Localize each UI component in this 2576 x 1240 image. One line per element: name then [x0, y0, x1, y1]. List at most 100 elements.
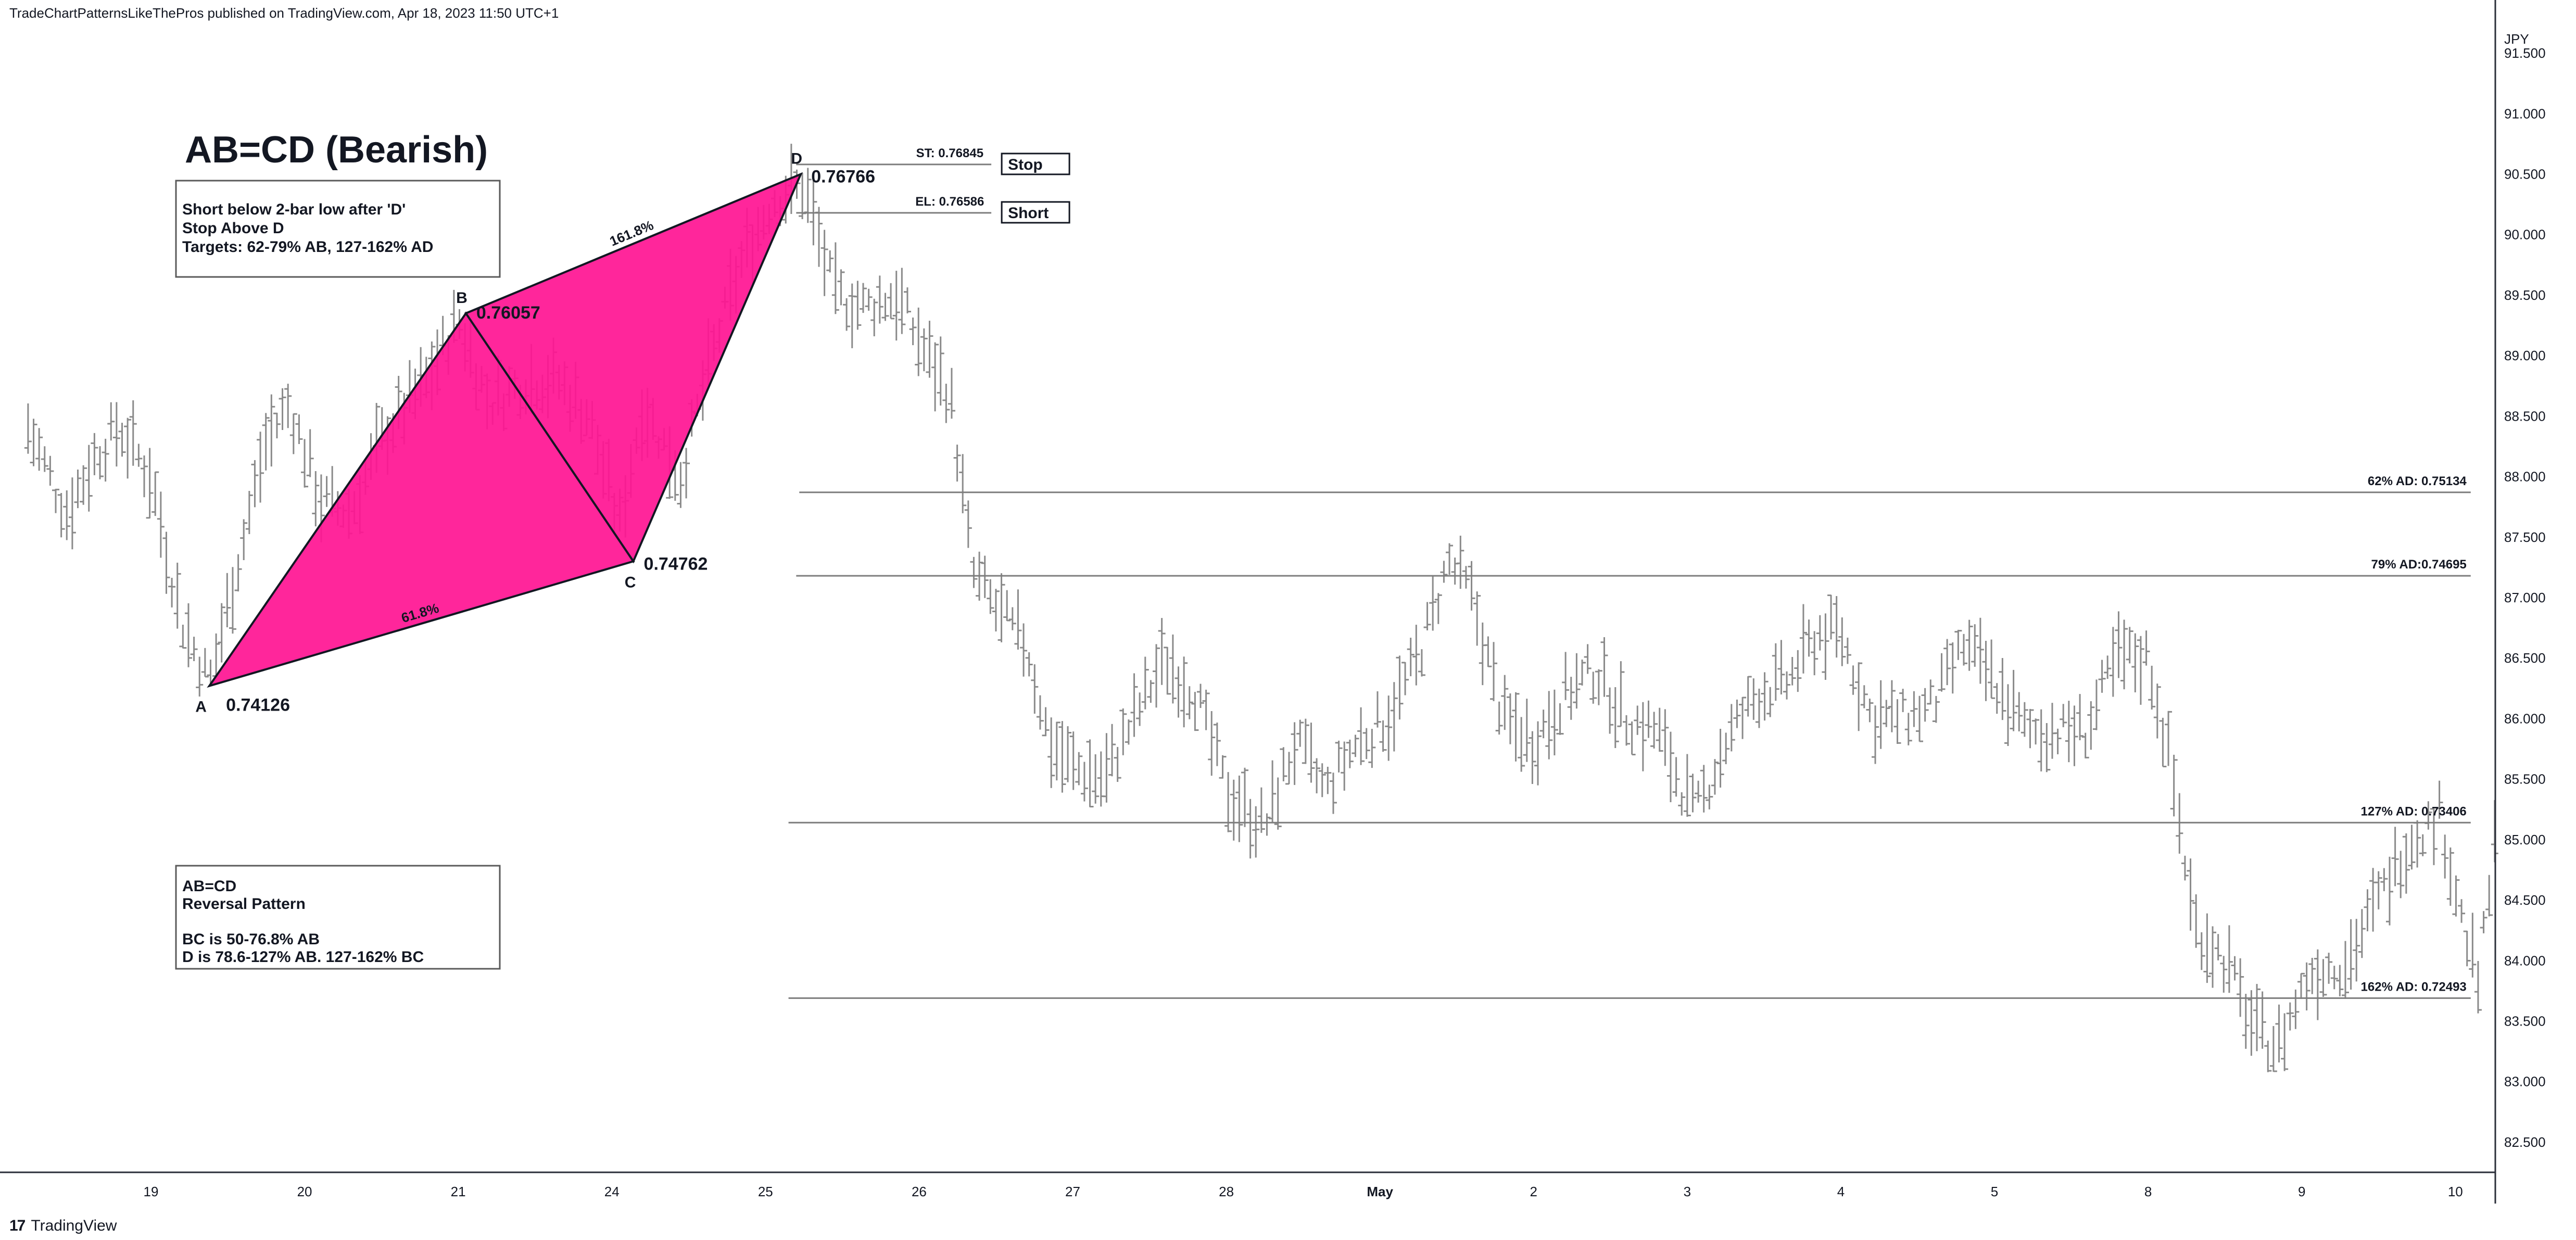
price-bar — [2043, 723, 2051, 773]
price-bar — [1042, 707, 1050, 737]
y-tick-label: 85.000 — [2504, 832, 2546, 847]
price-bar — [306, 429, 314, 477]
price-bar — [2330, 966, 2338, 990]
note-pattern-line: Reversal Pattern — [182, 895, 306, 913]
y-tick-label: 86.500 — [2504, 650, 2546, 666]
price-bar — [273, 412, 281, 439]
price-bar — [2391, 827, 2399, 887]
price-bar — [157, 491, 165, 558]
price-bar — [1285, 752, 1293, 785]
level-tag: Short — [1008, 205, 1049, 222]
publish-info: TradeChartPatternsLikeThePros published … — [9, 5, 559, 21]
x-tick-label: 21 — [451, 1184, 466, 1199]
price-bar — [268, 394, 275, 467]
price-bar — [1877, 680, 1885, 749]
price-bar — [1164, 647, 1171, 695]
price-bar — [2220, 956, 2228, 993]
price-bar — [1241, 767, 1248, 827]
price-bar — [1385, 695, 1393, 761]
note-trade-line: Short below 2-bar low after 'D' — [182, 201, 406, 218]
price-bar — [1910, 691, 1918, 727]
price-bar — [1457, 535, 1464, 589]
price-bar — [1185, 686, 1193, 719]
price-bar — [2092, 679, 2100, 730]
price-bar — [1811, 631, 1819, 676]
price-bar — [1866, 698, 1874, 723]
price-bar — [2397, 851, 2405, 899]
price-bar — [837, 269, 845, 306]
x-tick-label: 28 — [1219, 1184, 1234, 1199]
price-bar — [2364, 889, 2371, 932]
price-bar — [1169, 634, 1177, 704]
price-bar — [2037, 709, 2045, 771]
price-bar — [2109, 627, 2117, 697]
price-bar — [1324, 766, 1332, 794]
price-bar — [2319, 959, 2327, 997]
price-bar — [1645, 700, 1652, 738]
price-bar — [57, 493, 65, 538]
price-bar — [1390, 682, 1398, 752]
price-bar — [1788, 656, 1796, 686]
price-bar — [1313, 758, 1321, 793]
price-bar — [1661, 709, 1669, 766]
y-tick-label: 85.500 — [2504, 771, 2546, 787]
price-bar — [854, 281, 862, 330]
price-bar — [2026, 708, 2034, 749]
price-bar — [2209, 926, 2217, 988]
y-tick-label: 89.000 — [2504, 348, 2546, 363]
price-bar — [1025, 652, 1033, 677]
price-bar — [1473, 591, 1481, 646]
price-bar — [1999, 657, 2006, 720]
price-bar — [1440, 561, 1448, 583]
price-bar — [85, 445, 93, 512]
price-bar — [295, 414, 303, 444]
price-bar — [1573, 653, 1581, 709]
price-bar — [953, 445, 961, 482]
price-bar — [251, 460, 259, 508]
price-bar — [1883, 700, 1890, 727]
price-bar — [1352, 735, 1359, 757]
price-bar — [1838, 617, 1846, 666]
pattern-point-label: C — [625, 574, 636, 591]
y-tick-label: 90.000 — [2504, 227, 2546, 243]
price-bar — [2137, 636, 2144, 705]
price-bar — [140, 455, 148, 498]
price-bar — [46, 455, 54, 486]
price-bar — [2269, 1026, 2277, 1072]
price-bar — [2463, 930, 2471, 967]
price-bar — [2275, 1004, 2283, 1062]
price-bar — [179, 625, 187, 649]
y-tick-label: 90.500 — [2504, 167, 2546, 182]
price-bar — [1064, 726, 1072, 782]
price-bar — [804, 168, 812, 223]
price-bar — [1501, 675, 1509, 730]
price-bar — [1069, 731, 1077, 790]
price-bar — [1202, 689, 1210, 730]
price-bar — [2441, 834, 2449, 879]
price-bar — [987, 579, 994, 614]
price-bar — [1014, 589, 1022, 650]
x-tick-label: May — [1367, 1184, 1393, 1199]
price-bar — [1827, 594, 1835, 640]
pattern-title: AB=CD (Bearish) — [185, 129, 488, 171]
tradingview-logo-icon: 17 — [9, 1217, 26, 1234]
note-pattern-line: BC is 50-76.8% AB — [182, 931, 320, 948]
y-tick-label: 91.500 — [2504, 45, 2546, 61]
price-bar — [2325, 953, 2333, 984]
price-bar — [2165, 711, 2173, 766]
price-bar — [964, 500, 972, 548]
price-bar — [68, 477, 76, 550]
price-bar — [1446, 543, 1454, 575]
price-bar — [2485, 875, 2493, 917]
price-bar — [2452, 875, 2460, 917]
level-label: EL: 0.76586 — [915, 195, 984, 209]
tradingview-logo[interactable]: 17 TradingView — [9, 1217, 117, 1235]
price-bar — [1053, 722, 1060, 781]
price-bar — [1092, 754, 1100, 804]
y-tick-label: 86.000 — [2504, 711, 2546, 726]
price-bar — [948, 368, 955, 419]
price-bar — [2408, 825, 2416, 870]
price-bar — [1783, 671, 1791, 700]
price-bar — [1634, 705, 1641, 735]
